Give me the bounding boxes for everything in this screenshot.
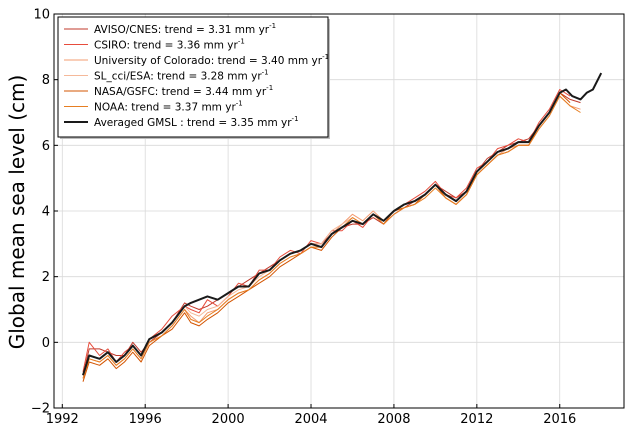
legend-entry: SL_cci/ESA: trend = 3.28 mm yr-1 [94,69,269,83]
y-tick-label: 4 [42,205,50,220]
x-tick-label: 2016 [543,412,576,426]
y-tick-label: 10 [33,8,50,23]
x-tick-label: 1996 [129,412,162,426]
y-tick-label: 0 [42,336,50,351]
legend-entry: NASA/GSFC: trend = 3.44 mm yr-1 [94,84,273,98]
axis-ticks: 1992 1996 2000 2004 2008 2012 2016 −2 0 2 4 6 8 10 [31,8,576,426]
legend-entry: CSIRO: trend = 3.36 mm yr-1 [94,38,245,52]
y-tick-label: −2 [31,402,50,417]
legend-box [57,16,329,138]
series-lines [82,72,603,382]
x-tick-label: 1992 [46,412,79,426]
legend: AVISO/CNES: trend = 3.31 mm yr-1 CSIRO: t… [57,16,330,139]
y-tick-label: 6 [42,139,50,154]
x-tick-label: 2012 [460,412,493,426]
y-tick-label: 2 [42,270,50,285]
y-tick-label: 8 [42,73,50,88]
x-tick-label: 2008 [377,412,410,426]
legend-entry: NOAA: trend = 3.37 mm yr-1 [94,100,243,114]
x-tick-label: 2000 [212,412,245,426]
x-tick-label: 2004 [294,412,327,426]
legend-entry: University of Colorado: trend = 3.40 mm … [94,53,329,67]
series-line-6 [82,72,603,376]
y-axis-label: Global mean sea level (cm) [5,75,29,350]
legend-entry: AVISO/CNES: trend = 3.31 mm yr-1 [94,22,276,36]
legend-entry: Averaged GMSL : trend = 3.35 mm yr-1 [94,115,299,129]
